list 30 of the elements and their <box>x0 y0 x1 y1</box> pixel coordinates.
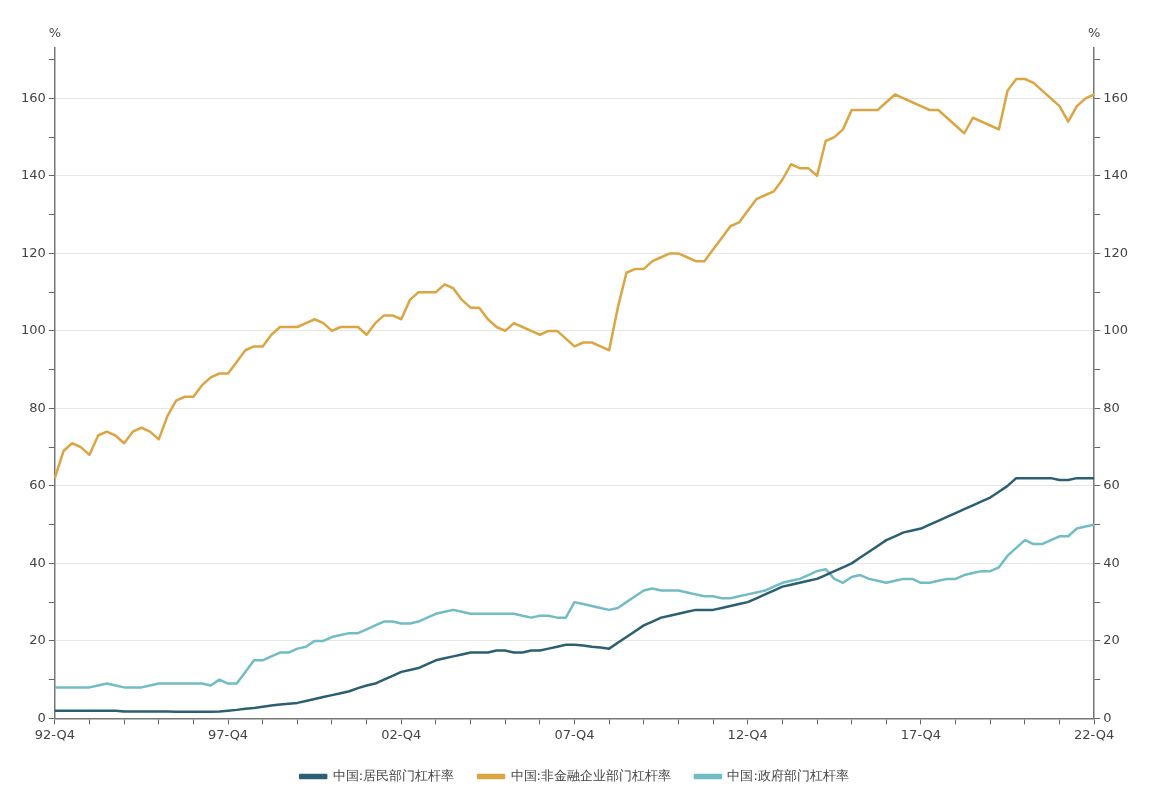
y-tick-label: 80 <box>29 399 46 415</box>
y2-axis-title: % <box>1088 24 1101 40</box>
y-tick-label: 120 <box>20 244 46 260</box>
y-tick-label: 40 <box>29 554 46 570</box>
y2-tick-label: 40 <box>1103 554 1120 570</box>
x-tick-label: 12-Q4 <box>727 726 768 742</box>
y-tick-label: 60 <box>29 477 46 493</box>
y2-tick-label: 80 <box>1103 399 1120 415</box>
y2-tick-label: 0 <box>1103 709 1112 725</box>
y2-tick-label: 20 <box>1103 632 1120 648</box>
x-tick-label: 02-Q4 <box>381 726 422 742</box>
y2-tick-label: 60 <box>1103 477 1120 493</box>
y2-tick-label: 160 <box>1103 89 1129 105</box>
y-tick-label: 100 <box>20 322 46 338</box>
legend-label: 中国:非金融企业部门杠杆率 <box>510 767 671 783</box>
y2-tick-label: 140 <box>1103 167 1129 183</box>
legend-label: 中国:居民部门杠杆率 <box>332 767 455 783</box>
y2-tick-label: 100 <box>1103 322 1129 338</box>
y-axis-title: % <box>48 24 61 40</box>
y-tick-label: 20 <box>29 632 46 648</box>
x-tick-label: 97-Q4 <box>207 726 249 742</box>
y2-tick-label: 120 <box>1103 244 1129 260</box>
x-tick-label: 92-Q4 <box>34 726 75 742</box>
y-tick-label: 140 <box>20 167 46 183</box>
x-tick-label: 07-Q4 <box>554 726 595 742</box>
y-tick-label: 0 <box>37 709 46 725</box>
y-tick-label: 160 <box>20 89 46 105</box>
x-tick-label: 22-Q4 <box>1074 726 1115 742</box>
legend-label: 中国:政府部门杠杆率 <box>727 767 849 783</box>
x-tick-label: 17-Q4 <box>900 726 942 742</box>
